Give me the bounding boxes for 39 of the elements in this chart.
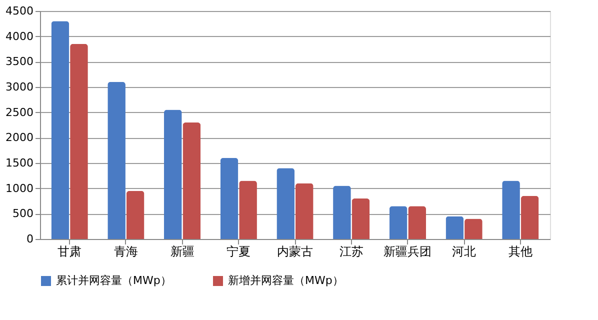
y-tick-label: 4500 xyxy=(6,4,34,18)
bar xyxy=(389,206,408,239)
y-tick-label: 2500 xyxy=(6,106,34,119)
legend-label: 累计并网容量（MWp） xyxy=(56,274,172,287)
x-tick-label: 青海 xyxy=(114,244,138,258)
x-tick-label: 其他 xyxy=(508,244,532,258)
bar xyxy=(352,198,370,239)
y-tick-label: 2000 xyxy=(6,131,34,144)
y-tick-label: 4000 xyxy=(6,30,34,43)
bar xyxy=(220,158,238,239)
bar xyxy=(126,190,144,239)
bar xyxy=(464,218,482,239)
y-tick-label: 0 xyxy=(26,232,34,246)
y-tick-label: 3500 xyxy=(6,55,34,68)
bar xyxy=(295,183,314,239)
legend-label: 新增并网容量（MWp） xyxy=(228,274,344,287)
bar xyxy=(182,122,201,239)
x-tick-label: 内蒙古 xyxy=(277,244,313,258)
bar xyxy=(520,196,539,239)
bar xyxy=(70,44,88,239)
x-tick-label: 江苏 xyxy=(339,244,364,258)
bar xyxy=(502,180,520,239)
x-tick-label: 河北 xyxy=(452,244,476,258)
bar xyxy=(164,110,182,239)
bar xyxy=(446,216,464,239)
x-tick-label: 甘肃 xyxy=(58,244,82,258)
x-tick-label: 新疆兵团 xyxy=(384,244,432,258)
y-tick-label: 3000 xyxy=(6,80,34,94)
bar xyxy=(51,21,70,239)
bar xyxy=(108,82,126,239)
x-tick-label: 新疆 xyxy=(170,244,194,258)
bar xyxy=(276,168,295,239)
bar xyxy=(333,186,351,239)
bar xyxy=(239,180,257,239)
y-tick-label: 1000 xyxy=(6,182,34,195)
bar xyxy=(408,206,426,239)
y-tick-label: 500 xyxy=(12,207,34,220)
x-tick-label: 宁夏 xyxy=(226,244,251,258)
y-tick-label: 1500 xyxy=(6,156,34,170)
